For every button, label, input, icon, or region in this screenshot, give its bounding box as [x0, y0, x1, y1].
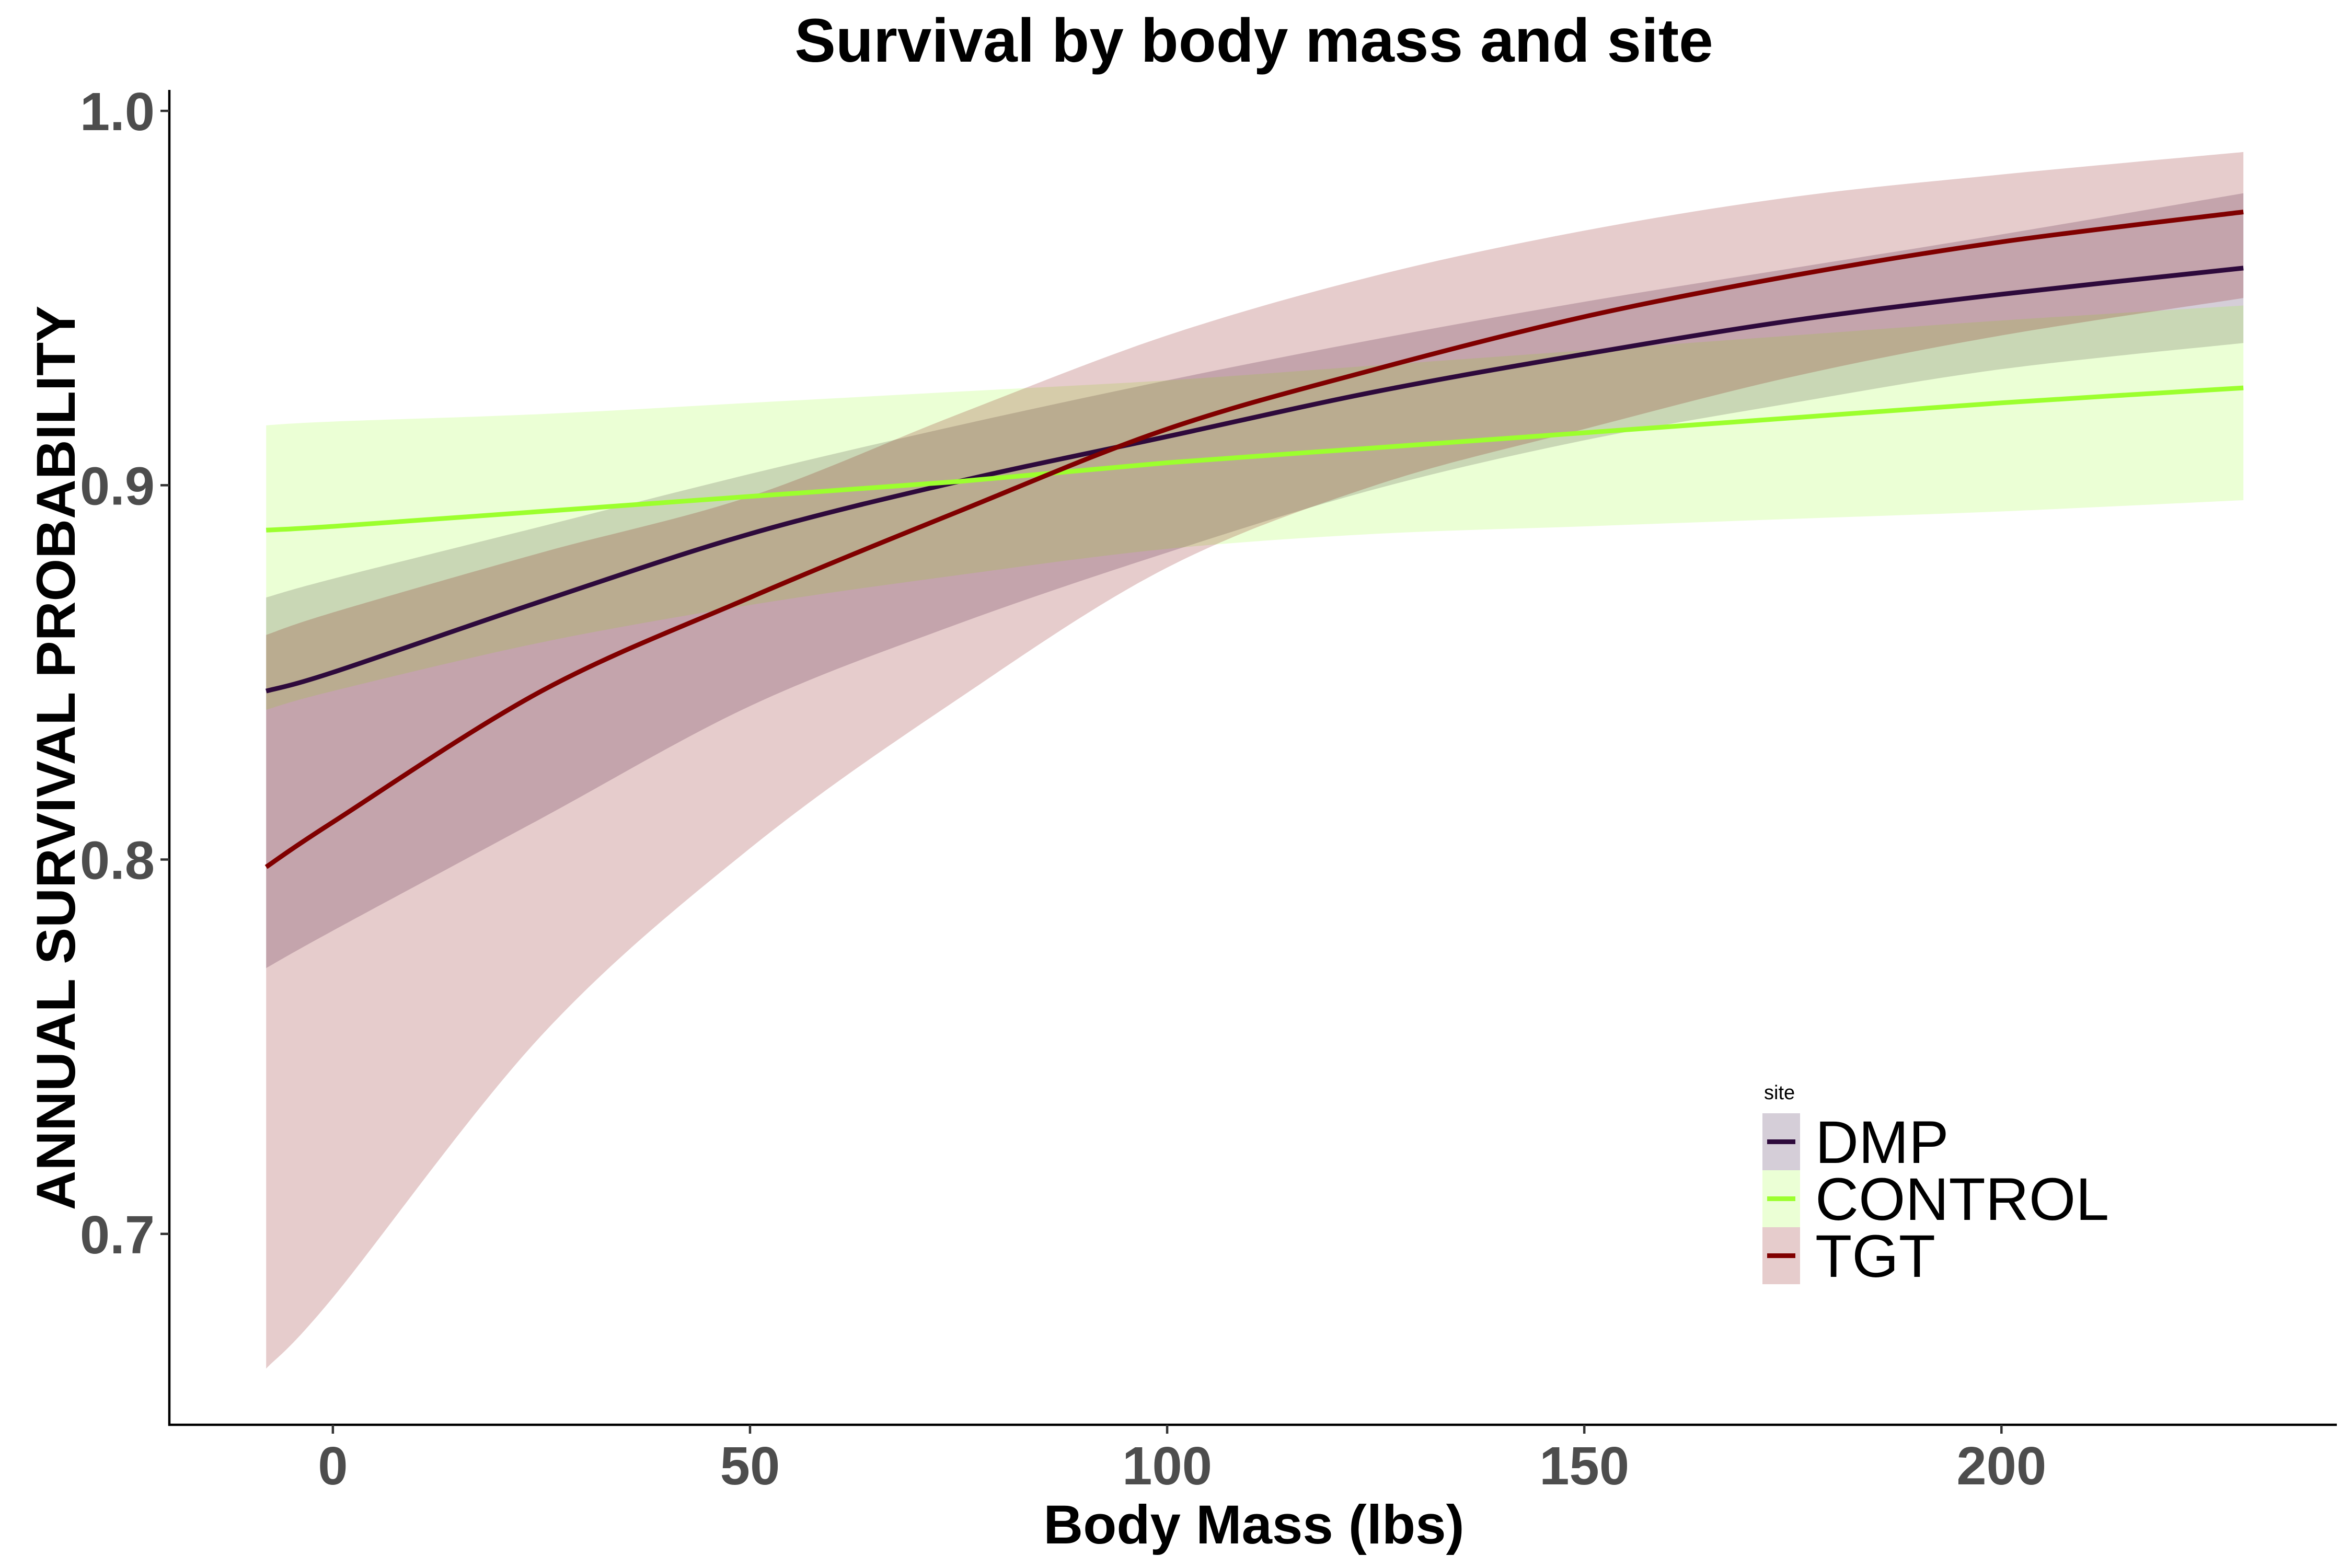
y-tick-label: 0.8	[80, 831, 155, 891]
ribbon-control	[266, 305, 2244, 710]
legend-title: site	[1764, 1082, 1795, 1104]
y-tick-label: 1.0	[80, 82, 155, 142]
x-tick-label: 50	[720, 1436, 780, 1496]
legend-item-tgt: TGT	[1762, 1223, 1935, 1290]
y-tick-label: 0.7	[80, 1205, 155, 1265]
series-lines	[264, 210, 2244, 869]
confidence-ribbons	[266, 152, 2244, 1369]
legend-label: DMP	[1815, 1109, 1949, 1176]
legend-label: TGT	[1815, 1223, 1935, 1290]
y-axis-label: ANNUAL SURVIVAL PROBABILITY	[26, 306, 87, 1210]
x-tick-label: 100	[1122, 1436, 1212, 1496]
series-line-control	[266, 385, 2244, 533]
legend-label: CONTROL	[1815, 1166, 2109, 1233]
series-line-dmp	[265, 266, 2244, 694]
legend-item-dmp: DMP	[1762, 1109, 1949, 1176]
legend-item-control: CONTROL	[1762, 1166, 2109, 1233]
x-tick-label: 200	[1956, 1436, 2046, 1496]
x-tick-label: 150	[1539, 1436, 1629, 1496]
y-axis-ticks: 0.7 0.8 0.9 1.0	[80, 82, 169, 1265]
series-line-tgt	[264, 210, 2244, 869]
ribbon-tgt	[266, 152, 2244, 1369]
y-tick-label: 0.9	[80, 456, 155, 516]
ribbon-dmp	[266, 193, 2244, 969]
x-tick-label: 0	[318, 1436, 348, 1496]
chart-title: Survival by body mass and site	[794, 6, 1713, 75]
x-axis-ticks: 0 50 100 150 200	[318, 1425, 2046, 1496]
x-axis-label: Body Mass (lbs)	[1043, 1494, 1464, 1555]
